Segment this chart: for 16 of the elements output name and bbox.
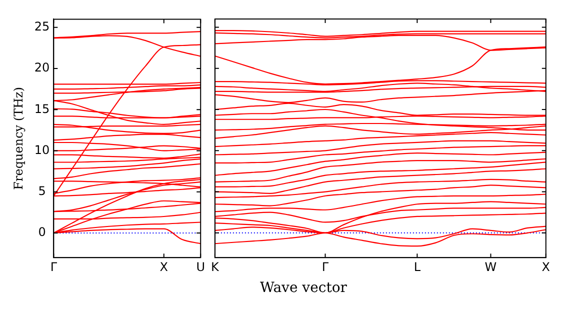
y-tick-label: 5 [38, 184, 46, 198]
x-tick-label: Γ [322, 260, 329, 274]
x-tick-label: U [196, 260, 206, 274]
x-tick-label: Γ [50, 260, 58, 274]
y-axis-title: Frequency (THz) [11, 86, 26, 190]
y-tick-label: 15 [34, 102, 50, 116]
y-tick-label: 0 [38, 225, 46, 240]
y-tick-label: 20 [34, 60, 50, 75]
x-tick-label: K [210, 260, 220, 274]
x-axis-title: Wave vector [259, 280, 348, 296]
x-tick-label: X [160, 260, 168, 274]
y-tick-label: 10 [34, 142, 50, 157]
x-tick-label: X [542, 260, 550, 274]
x-tick-label: L [414, 260, 421, 274]
x-tick-label: W [484, 260, 497, 274]
y-tick-label: 25 [34, 20, 50, 34]
